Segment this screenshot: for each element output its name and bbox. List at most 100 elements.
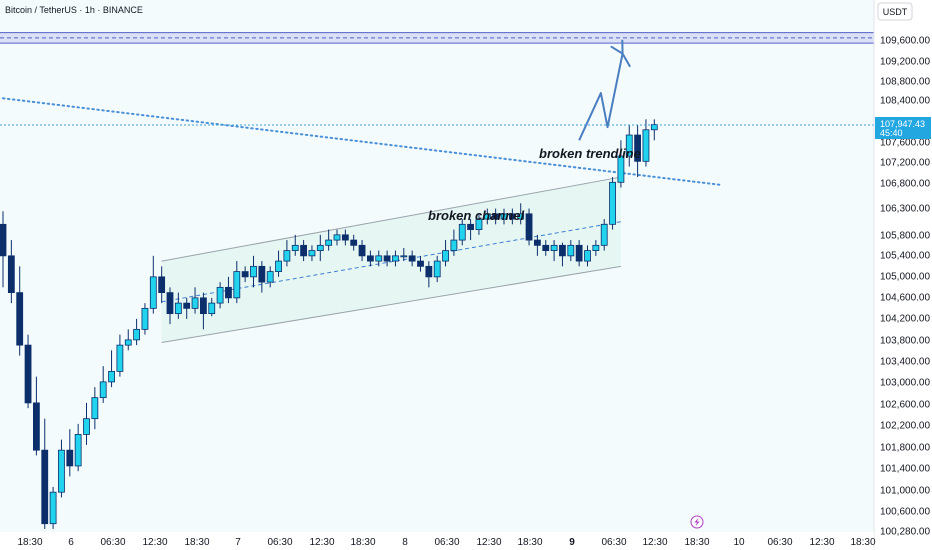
candle	[634, 124, 641, 178]
candle-body-bear	[366, 255, 374, 262]
currency-label: USDT	[883, 7, 908, 17]
candle	[625, 124, 633, 167]
candle	[559, 242, 566, 267]
candle-body-bear	[417, 260, 424, 267]
candle	[83, 402, 90, 445]
candle-body-bear	[425, 265, 433, 278]
time-tick-label: 06:30	[100, 537, 125, 548]
candle-body-bull	[216, 286, 224, 304]
flash-icon[interactable]	[690, 515, 704, 529]
candle-body-bull	[433, 260, 441, 278]
time-tick-label: 06:30	[601, 537, 626, 548]
candle-body-bear	[183, 302, 191, 309]
candle-body-bear	[383, 255, 391, 262]
time-axis[interactable]	[0, 532, 874, 550]
candle-body-bull	[149, 276, 157, 309]
candle	[124, 329, 132, 351]
candle	[450, 229, 458, 256]
candle	[358, 240, 366, 262]
candle	[91, 387, 99, 430]
candle-body-bull	[375, 255, 383, 262]
time-tick-label: 12:30	[642, 537, 667, 548]
candle-body-bull	[49, 491, 57, 525]
candle-body-bull	[283, 250, 291, 262]
time-tick-label: 7	[235, 537, 241, 548]
candle-body-bull	[108, 370, 115, 383]
candle-body-bull	[625, 134, 633, 157]
candle	[567, 240, 575, 262]
time-tick-label: 06:30	[434, 537, 459, 548]
candle-body-bear	[300, 244, 308, 257]
time-tick-label: 18:30	[517, 537, 542, 548]
candle-body-bear	[225, 286, 232, 299]
candle	[366, 250, 374, 267]
candle-body-bear	[525, 213, 533, 241]
candle-body-bull	[600, 223, 608, 246]
candle	[16, 266, 24, 356]
price-tick-label: 106,300.00	[880, 204, 930, 215]
price-tick-label: 100,280.00	[880, 527, 930, 538]
candle	[158, 266, 166, 304]
candle-countdown: 45:40	[880, 128, 903, 138]
candle	[325, 229, 333, 251]
candle	[650, 119, 658, 141]
candle	[350, 234, 358, 251]
candle	[108, 350, 115, 388]
candle-body-bear	[467, 223, 475, 230]
candle-body-bull	[191, 297, 199, 309]
candle-body-bull	[550, 244, 558, 251]
candle-body-bull	[124, 339, 132, 346]
candle-body-bear	[534, 239, 541, 246]
candle-body-bull	[642, 129, 650, 162]
candle-body-bear	[66, 449, 74, 467]
candle-body-bear	[241, 271, 249, 278]
candle	[208, 297, 216, 317]
candle	[517, 203, 525, 225]
currency-box[interactable]	[877, 2, 913, 21]
price-tick-label: 105,400.00	[880, 251, 930, 262]
time-tick-label: 18:30	[684, 537, 709, 548]
channel-upper-line	[161, 176, 621, 262]
candle	[33, 376, 40, 456]
price-scale[interactable]	[874, 0, 932, 550]
candle-body-bear	[33, 402, 40, 451]
candle	[308, 245, 316, 262]
time-tick-label: 12:30	[309, 537, 334, 548]
candle-body-bull	[266, 271, 274, 283]
candle	[183, 297, 191, 319]
candle-body-bull	[250, 265, 257, 278]
candle	[49, 486, 57, 529]
time-tick-label: 9	[569, 537, 575, 548]
candle-body-bull	[133, 328, 141, 341]
broken-trendline-label: broken trendline	[539, 146, 641, 161]
candle	[191, 287, 199, 314]
price-tick-label: 104,600.00	[880, 293, 930, 304]
broken-trendline	[2, 97, 723, 186]
candle-body-bull	[584, 250, 591, 262]
price-tick-label: 107,200.00	[880, 158, 930, 169]
price-tick-label: 104,200.00	[880, 314, 930, 325]
price-tick-label: 108,800.00	[880, 77, 930, 88]
current-price-value: 107,947.43	[880, 119, 925, 129]
candle-body-bull	[442, 250, 449, 262]
time-tick-label: 18:30	[17, 537, 42, 548]
price-tick-label: 103,000.00	[880, 378, 930, 389]
candle-body-bear	[41, 449, 49, 525]
time-tick-label: 6	[68, 537, 74, 548]
candle	[600, 219, 608, 251]
candle-body-bear	[542, 244, 550, 251]
candle-body-bear	[559, 244, 566, 257]
broken-channel-label: broken channel	[428, 208, 524, 223]
time-tick-label: 12:30	[476, 537, 501, 548]
candle	[133, 318, 141, 346]
projection-path	[578, 52, 631, 141]
candle-body-bull	[116, 344, 124, 372]
candle	[442, 240, 449, 267]
price-tick-label: 102,200.00	[880, 421, 930, 432]
candle	[475, 213, 483, 235]
candle	[425, 261, 433, 288]
time-tick-label: 12:30	[142, 537, 167, 548]
candle	[0, 211, 7, 288]
candle-body-bull	[500, 213, 508, 220]
